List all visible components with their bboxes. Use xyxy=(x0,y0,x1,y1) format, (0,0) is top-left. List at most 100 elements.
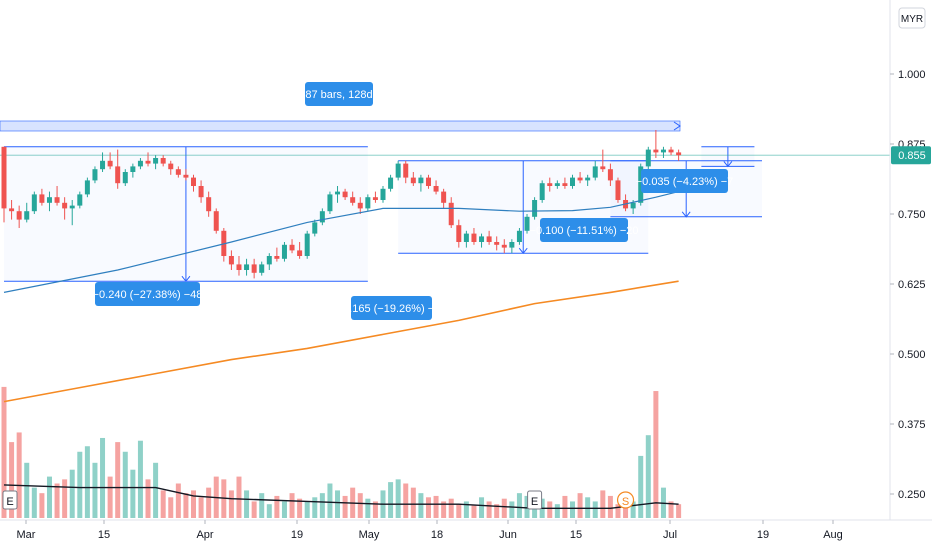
volume-bar xyxy=(335,490,341,518)
time-tick-label: Apr xyxy=(196,529,213,541)
volume-bar xyxy=(297,498,303,518)
candle-body xyxy=(24,211,30,220)
time-tick-label: 15 xyxy=(570,529,582,541)
candle xyxy=(319,208,325,226)
candle-body xyxy=(501,244,507,248)
candle-body xyxy=(471,233,477,242)
candle-body xyxy=(456,225,462,242)
time-tick-label: 18 xyxy=(431,529,443,541)
volume-bar xyxy=(92,462,98,518)
candle xyxy=(24,202,30,223)
volume-bar xyxy=(281,501,287,518)
volume-bar xyxy=(191,490,196,518)
candle xyxy=(395,160,401,181)
earnings-event-marker[interactable]: E xyxy=(2,490,18,510)
volume-bar xyxy=(570,501,575,518)
candle-body xyxy=(274,256,280,259)
volume-bar xyxy=(69,469,75,518)
volume-bar xyxy=(630,501,636,518)
event-marker-shape xyxy=(527,490,543,510)
candle-body xyxy=(335,191,341,195)
earnings-event-marker[interactable]: E xyxy=(527,490,543,510)
candle xyxy=(448,197,454,228)
candle xyxy=(335,186,341,203)
candle xyxy=(191,174,196,192)
volume-bar xyxy=(395,479,401,518)
candle-body xyxy=(122,172,128,184)
candle-body xyxy=(46,197,52,203)
currency-badge-box xyxy=(898,7,926,29)
date-range-band[interactable] xyxy=(0,120,681,132)
volume-bar xyxy=(509,501,515,518)
candle-body xyxy=(175,169,181,175)
candle-body xyxy=(486,236,492,242)
candle-body xyxy=(137,160,143,167)
candle-body xyxy=(228,256,234,265)
volume-bar xyxy=(592,501,598,518)
volume-bar xyxy=(516,493,522,518)
volume-bar xyxy=(228,490,234,518)
candle xyxy=(441,188,447,209)
date-range-arrow xyxy=(673,121,681,131)
volume-bar xyxy=(448,498,454,518)
candle xyxy=(281,242,287,262)
candle-body xyxy=(312,222,318,234)
candle xyxy=(84,177,90,198)
volume-bar xyxy=(577,493,583,518)
candle-body xyxy=(1,146,7,209)
candle-body xyxy=(198,186,204,198)
candle-body xyxy=(92,169,98,181)
currency-badge[interactable]: MYR xyxy=(898,7,926,29)
volume-bar xyxy=(244,490,250,518)
volume-bar xyxy=(289,493,295,518)
volume-bar xyxy=(319,493,325,518)
candle-body xyxy=(62,202,68,209)
volume-bar xyxy=(46,476,52,518)
candle xyxy=(463,230,469,248)
candle-body xyxy=(319,211,325,223)
split-event-marker[interactable]: S xyxy=(616,491,635,509)
volume-bar xyxy=(259,493,265,518)
volume-bar xyxy=(31,487,37,518)
time-scale[interactable]: Mar 15 Apr 19 May 18 Jun 15 Jul 19 Aug xyxy=(0,519,932,541)
candle xyxy=(206,191,212,217)
volume-bar xyxy=(39,493,45,518)
candle-body xyxy=(433,186,439,192)
candle-body xyxy=(350,197,356,203)
volume-bar xyxy=(645,435,651,518)
volume-bar xyxy=(137,440,143,518)
candle xyxy=(570,174,575,189)
volume-bar xyxy=(77,451,83,518)
candle xyxy=(213,208,219,234)
event-marker-label: S xyxy=(622,496,629,508)
volume-bar xyxy=(547,501,553,518)
volume-bar xyxy=(501,498,507,518)
volume-bar xyxy=(388,482,394,518)
candle xyxy=(46,191,52,212)
candles-layer xyxy=(1,130,682,279)
candle xyxy=(653,130,659,158)
candle xyxy=(660,146,666,158)
event-marker-label: E xyxy=(531,496,538,508)
volume-bar xyxy=(486,501,492,518)
currency-label: MYR xyxy=(901,14,923,25)
candle xyxy=(175,166,181,178)
candle-body xyxy=(615,180,621,200)
candle xyxy=(600,149,606,172)
candle xyxy=(16,205,22,228)
candle-body xyxy=(463,233,469,242)
candle xyxy=(77,191,83,209)
volume-bar xyxy=(84,446,90,518)
candle xyxy=(289,239,295,254)
candle xyxy=(585,174,591,186)
measure-label: −0.035 (−4.23%) −7 xyxy=(636,176,734,188)
candle-body xyxy=(342,191,348,198)
volume-bar xyxy=(456,504,462,518)
candle-body xyxy=(645,149,651,167)
candle xyxy=(486,230,492,245)
volume-bar xyxy=(115,442,121,518)
measure-arrow-head xyxy=(681,211,691,218)
candle xyxy=(365,194,371,212)
